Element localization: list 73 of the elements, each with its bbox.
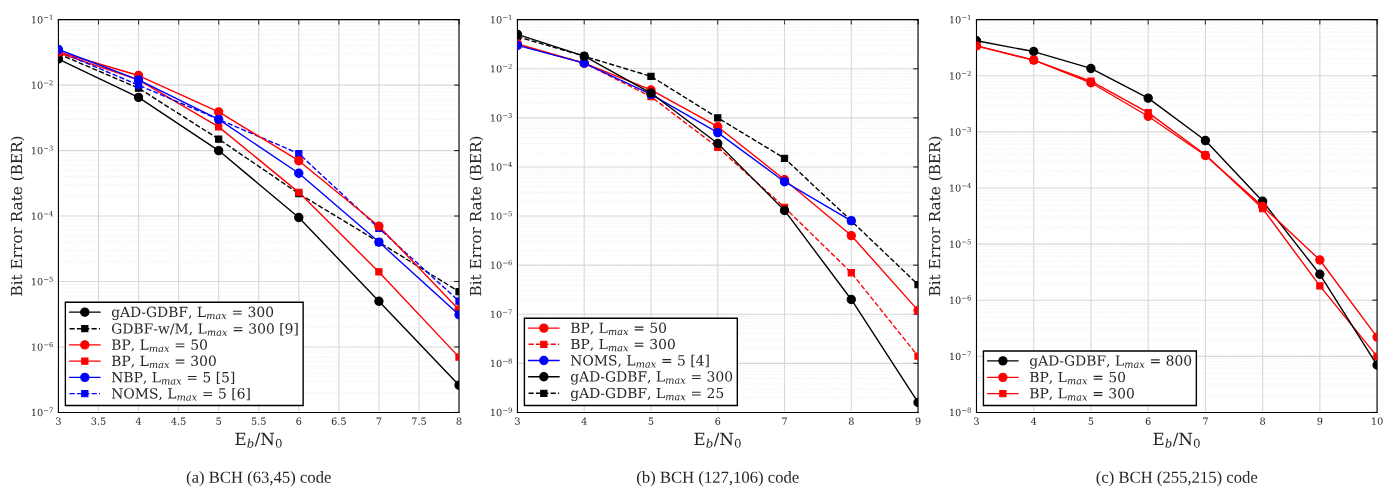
legend-label: NBP, L$_{max}$ = 5 [5] — [111, 371, 235, 385]
legend-label: GDBF-w/M, L$_{max}$ = 300 [9] — [111, 323, 298, 336]
y-tick-label: 10$^{−2}$ — [32, 80, 53, 89]
y-tick-label: 10$^{−8}$ — [950, 407, 971, 417]
text: (c) BCH (255,215) code — [1096, 471, 1258, 487]
x-tick-label: 4.5 — [171, 417, 186, 425]
x-tick-label: 5 — [216, 417, 222, 425]
x-tick-label: 4 — [1030, 417, 1037, 425]
legend-label: BP, L$_{max}$ = 50 — [571, 322, 667, 336]
x-tick-label: 8 — [1260, 417, 1266, 425]
x-axis-title: E$_{b}$/N$_{0}$ — [235, 432, 282, 448]
y-tick-label: 10$^{−7}$ — [950, 351, 971, 361]
legend-label: gAD-GDBF, L$_{max}$ = 300 — [570, 371, 733, 385]
legend-label: BP, L$_{max}$ = 50 — [111, 339, 208, 352]
y-axis-title: Bit Error Rate (BER) — [10, 136, 25, 296]
x-tick-label: 9 — [1317, 417, 1323, 425]
y-axis-title: Bit Error Rate (BER) — [469, 136, 484, 296]
legend-label: BP, L$_{max}$ = 300 — [111, 355, 216, 369]
x-tick-label: 8 — [456, 417, 462, 425]
y-tick-label: 10$^{−7}$ — [491, 309, 512, 319]
y-tick-label: 10$^{−4}$ — [32, 211, 53, 220]
y-tick-label: 10$^{−2}$ — [950, 70, 971, 80]
legend-label: BP, L$_{max}$ = 50 — [1030, 371, 1126, 385]
text: (a) BCH (63,45) code — [186, 471, 331, 487]
legend-label: gAD-GDBF, L$_{max}$ = 300 — [111, 306, 274, 321]
legend-label: NOMS, L$_{max}$ = 5 [6] — [111, 387, 250, 401]
y-tick-label: 10$^{−6}$ — [32, 342, 53, 351]
x-tick-label: 5.5 — [251, 417, 266, 425]
x-tick-label: 3 — [515, 417, 520, 425]
x-tick-label: 5 — [1088, 417, 1094, 425]
x-tick-label: 3.5 — [91, 417, 106, 425]
y-tick-label: 10$^{−1}$ — [950, 14, 971, 24]
x-tick-label: 7 — [782, 417, 787, 425]
x-tick-label: 6.5 — [331, 417, 346, 425]
x-axis-title: E$_{b}$/N$_{0}$ — [694, 432, 741, 448]
y-tick-label: 10$^{−4}$ — [491, 161, 512, 171]
legend-label: BP, L$_{max}$ = 300 — [571, 338, 675, 352]
x-tick-label: 8 — [848, 417, 854, 425]
y-tick-label: 10$^{−2}$ — [491, 63, 512, 73]
y-tick-label: 10$^{−7}$ — [32, 407, 53, 417]
text: (b) BCH (127,106) code — [637, 471, 799, 487]
legend-label: BP, L$_{max}$ = 300 — [1030, 388, 1134, 401]
x-tick-label: 7 — [376, 417, 382, 425]
x-tick-label: 6 — [715, 417, 721, 425]
y-tick-label: 10$^{−5}$ — [32, 276, 53, 286]
x-tick-label: 6 — [1145, 417, 1151, 425]
y-tick-label: 10$^{−1}$ — [491, 14, 512, 24]
y-tick-label: 10$^{−6}$ — [950, 295, 971, 304]
y-axis-title: Bit Error Rate (BER) — [928, 136, 943, 296]
legend-label: NOMS, L$_{max}$ = 5 [4] — [570, 354, 709, 368]
y-tick-label: 10$^{−3}$ — [32, 145, 53, 155]
y-tick-label: 10$^{−8}$ — [491, 358, 512, 368]
y-tick-label: 10$^{−5}$ — [950, 239, 971, 248]
x-tick-label: 4 — [135, 417, 142, 425]
x-tick-label: 5 — [648, 417, 654, 425]
y-tick-label: 10$^{−6}$ — [491, 260, 512, 269]
x-tick-label: 7 — [1203, 417, 1208, 425]
x-tick-label: 7.5 — [412, 417, 426, 425]
legend-label: gAD-GDBF, L$_{max}$ = 25 — [570, 387, 724, 402]
y-tick-label: 10$^{−3}$ — [491, 112, 512, 122]
x-tick-label: 10 — [1372, 417, 1383, 425]
legend-label: gAD-GDBF, L$_{max}$ = 800 — [1029, 355, 1192, 369]
x-tick-label: 4 — [581, 417, 587, 425]
y-tick-label: 10$^{−9}$ — [491, 407, 512, 417]
x-axis-title: E$_{b}$/N$_{0}$ — [1153, 432, 1200, 448]
x-tick-label: 3 — [56, 417, 61, 425]
x-tick-label: 6 — [296, 417, 302, 425]
y-tick-label: 10$^{−1}$ — [32, 14, 53, 24]
y-tick-label: 10$^{−4}$ — [950, 183, 972, 192]
y-tick-label: 10$^{−3}$ — [950, 126, 971, 136]
y-tick-label: 10$^{−5}$ — [491, 211, 512, 220]
x-tick-label: 3 — [974, 417, 979, 425]
x-tick-label: 9 — [915, 417, 921, 425]
